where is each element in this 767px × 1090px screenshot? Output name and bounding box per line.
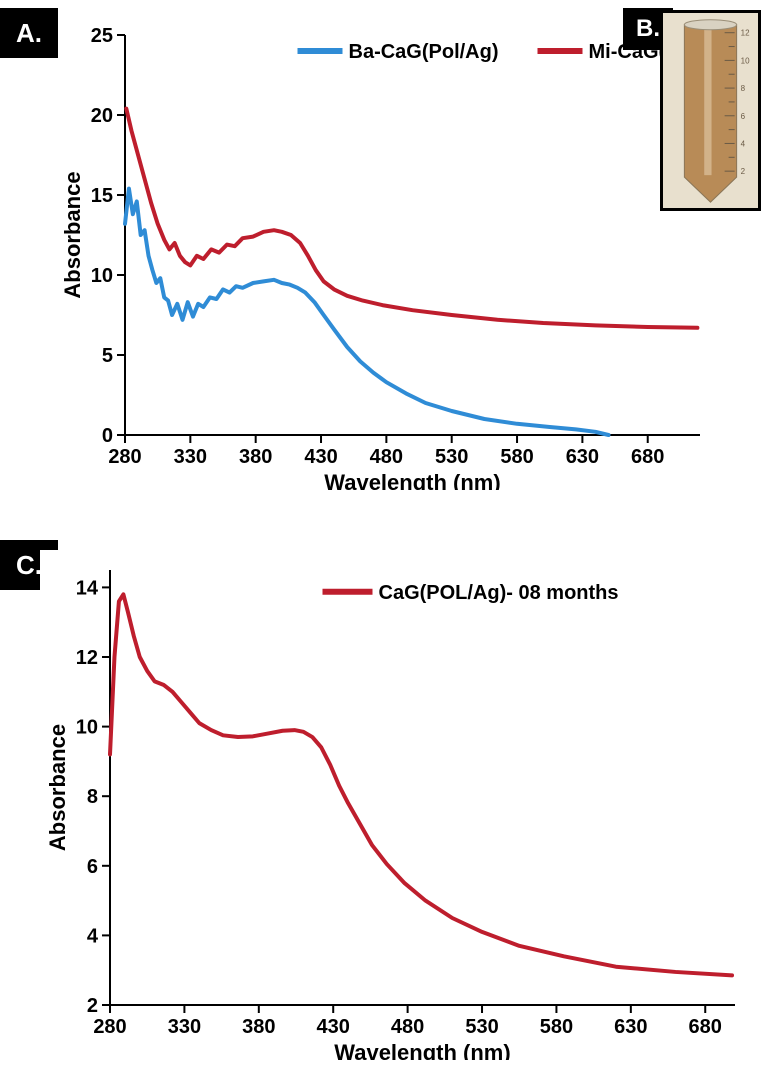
panel-c-xlabel: Wavelength (nm) <box>334 1040 510 1060</box>
panel-c-label-text: C. <box>16 550 42 581</box>
figure-page: A. 2803303804304805305806306800510152025… <box>0 0 767 1090</box>
tube-gradation-label: 6 <box>741 112 746 121</box>
panel-c-ytick-label: 2 <box>87 995 98 1017</box>
panel-c-ylabel: Absorbance <box>45 724 70 851</box>
tube-gradation-label: 12 <box>741 29 750 38</box>
panel-c-legend-label: CaG(POL/Ag)- 08 months <box>379 582 619 604</box>
panel-a-xtick-label: 630 <box>566 446 599 468</box>
panel-b-label-text: B. <box>636 15 660 43</box>
panel-a-ytick-label: 25 <box>91 25 113 47</box>
panel-a-ytick-label: 20 <box>91 105 113 127</box>
panel-c-chart: 280 330 380 430 480 530 580 630 680 2 4 6 8 10 12 14 Wav… <box>40 550 740 1060</box>
panel-a-ytick-label: 0 <box>102 425 113 447</box>
panel-c-ytick-label: 12 <box>76 647 98 669</box>
panel-b-tube-svg: 12 10 8 6 4 2 <box>663 13 758 208</box>
panel-a-xtick-label: 480 <box>370 446 403 468</box>
panel-a-label: A. <box>0 8 58 58</box>
panel-c-xtick-label: 480 <box>391 1016 424 1038</box>
panel-c-ytick-label: 8 <box>87 786 98 808</box>
panel-a-legend-label: Ba-CaG(Pol/Ag) <box>349 41 499 63</box>
panel-c-axes <box>110 570 735 1005</box>
panel-a-series-0 <box>125 189 609 435</box>
tube-gradation-label: 2 <box>741 167 746 176</box>
panel-c-xtick-label: 530 <box>465 1016 498 1038</box>
panel-c-series-0 <box>110 594 732 975</box>
panel-c-ytick-label: 4 <box>87 925 99 947</box>
panel-c-xtick-label: 430 <box>317 1016 350 1038</box>
panel-a-ytick-label: 5 <box>102 345 113 367</box>
tube-highlight <box>704 29 711 175</box>
panel-a-axes <box>125 35 700 435</box>
panel-a-xtick-label: 530 <box>435 446 468 468</box>
panel-a-xtick-label: 380 <box>239 446 272 468</box>
panel-a-svg: 280 330 380 430 480 530 580 630 680 0 5 10 15 20 25 Wav… <box>60 15 705 490</box>
tube-gradation-label: 8 <box>741 84 746 93</box>
panel-a-chart: 280 330 380 430 480 530 580 630 680 0 5 10 15 20 25 Wav… <box>60 15 705 490</box>
panel-a-label-text: A. <box>16 18 42 49</box>
panel-c-ytick-label: 14 <box>76 577 99 599</box>
tube-gradation-label: 10 <box>741 56 750 65</box>
panel-a-xtick-label: 330 <box>174 446 207 468</box>
panel-b-photo-inset: 12 10 8 6 4 2 <box>660 10 761 211</box>
panel-a-xtick-label: 280 <box>108 446 141 468</box>
panel-a-ylabel: Absorbance <box>60 171 85 298</box>
panel-c-xtick-label: 330 <box>168 1016 201 1038</box>
panel-a-ytick-label: 15 <box>91 185 113 207</box>
panel-a-xtick-label: 680 <box>631 446 664 468</box>
tube-cap <box>684 20 736 30</box>
panel-a-series-1 <box>126 109 697 328</box>
panel-a-xtick-label: 430 <box>304 446 337 468</box>
panel-a-xtick-label: 580 <box>500 446 533 468</box>
panel-c-xtick-label: 680 <box>689 1016 722 1038</box>
panel-a-ytick-label: 10 <box>91 265 113 287</box>
panel-c-xtick-label: 630 <box>614 1016 647 1038</box>
panel-c-xtick-label: 280 <box>93 1016 126 1038</box>
panel-c-ytick-label: 10 <box>76 717 98 739</box>
panel-a-xlabel: Wavelength (nm) <box>324 470 500 490</box>
panel-c-ytick-label: 6 <box>87 856 98 878</box>
tube-gradation-label: 4 <box>741 139 746 148</box>
panel-c-xtick-label: 380 <box>242 1016 275 1038</box>
panel-c-svg: 280 330 380 430 480 530 580 630 680 2 4 6 8 10 12 14 Wav… <box>40 550 740 1060</box>
panel-c-xtick-label: 580 <box>540 1016 573 1038</box>
